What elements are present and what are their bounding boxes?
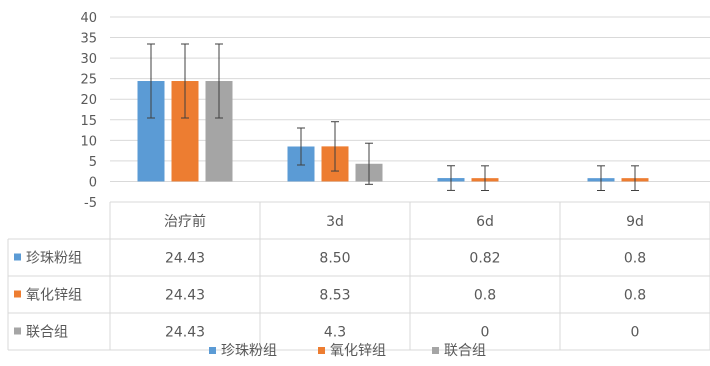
gridlines — [110, 16, 710, 182]
y-tick-label: 5 — [89, 155, 97, 170]
legend-label: 氧化锌组 — [330, 343, 386, 359]
data-cell: 0.8 — [624, 251, 646, 267]
y-tick-label: 10 — [80, 134, 97, 149]
y-tick-label: 35 — [80, 32, 97, 47]
y-axis-ticks: -5 0 5 10 15 20 25 30 35 40 — [80, 11, 97, 211]
legend-key — [209, 347, 216, 354]
legend-key — [318, 347, 325, 354]
y-tick-label: 40 — [80, 11, 97, 26]
error-bars — [147, 43, 639, 191]
y-tick-label: 25 — [80, 73, 97, 88]
row-legend-key — [14, 253, 21, 261]
row-series-name: 氧化锌组 — [26, 288, 82, 304]
y-tick-label: 20 — [80, 93, 97, 108]
data-cell: 0.8 — [474, 288, 496, 304]
category-label: 6d — [476, 214, 494, 230]
data-cell: 24.43 — [165, 288, 205, 304]
data-cell: 24.43 — [165, 251, 205, 267]
data-cell: 0.82 — [469, 251, 500, 267]
legend: 珍珠粉组 氧化锌组 联合组 — [209, 343, 486, 359]
data-cell: 8.53 — [319, 288, 350, 304]
category-label: 9d — [626, 214, 644, 230]
y-tick-label: 15 — [80, 114, 97, 129]
y-tick-label: 30 — [80, 52, 97, 67]
category-label: 3d — [326, 214, 344, 230]
data-cell: 24.43 — [165, 325, 205, 341]
row-legend-key — [14, 327, 21, 335]
data-table: 治疗前 3d 6d 9d 珍珠粉组 24.43 8.50 0.82 0.8 氧化锌组 24.43 8.… — [7, 201, 710, 351]
legend-label: 联合组 — [444, 343, 486, 359]
legend-label: 珍珠粉组 — [221, 343, 277, 359]
data-cell: 0 — [631, 325, 640, 341]
y-tick-label: -5 — [84, 196, 97, 211]
data-cell: 4.3 — [324, 325, 346, 341]
category-label: 治疗前 — [164, 213, 206, 230]
legend-key — [432, 347, 439, 354]
row-legend-key — [14, 290, 21, 298]
data-cell: 0 — [481, 325, 490, 341]
row-series-name: 珍珠粉组 — [26, 251, 82, 267]
row-series-name: 联合组 — [26, 325, 68, 341]
bars — [137, 81, 649, 182]
data-cell: 0.8 — [624, 288, 646, 304]
y-tick-label: 0 — [89, 175, 97, 190]
data-cell: 8.50 — [319, 251, 350, 267]
